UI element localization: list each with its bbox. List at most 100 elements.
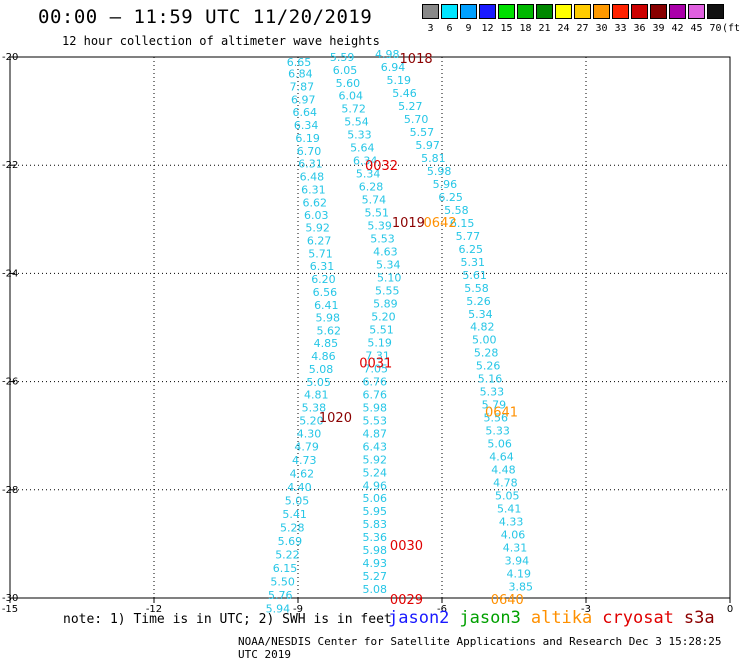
wave-height-point: 4.62 xyxy=(290,467,315,480)
wave-height-point: 4.98 xyxy=(375,48,400,61)
wave-height-point: 5.41 xyxy=(282,508,307,521)
wave-height-point: 6.76 xyxy=(363,375,388,388)
wave-height-point: 6.19 xyxy=(295,132,320,145)
wave-height-point: 4.73 xyxy=(292,454,317,467)
wave-height-point: 5.34 xyxy=(376,259,401,272)
legend-item-jason3: jason3 xyxy=(459,608,521,628)
scale-swatch-21 xyxy=(536,4,553,19)
wave-height-point: 6.65 xyxy=(287,56,312,69)
legend-item-cryosat: cryosat xyxy=(602,608,674,628)
y-tick-label: -30 xyxy=(2,593,18,604)
wave-height-point: 5.34 xyxy=(468,308,493,321)
wave-height-point: 5.26 xyxy=(476,360,501,373)
y-tick-label: -22 xyxy=(2,160,18,171)
scale-label-45: 45 xyxy=(690,23,703,34)
wave-height-point: 5.92 xyxy=(363,453,388,466)
wave-height-point: 5.38 xyxy=(302,401,327,414)
pass-time-label: 1019 xyxy=(392,216,425,231)
wave-height-point: 4.64 xyxy=(489,451,514,464)
wave-height-point: 4.06 xyxy=(501,528,526,541)
wave-height-point: 5.22 xyxy=(275,549,300,562)
scale-label-9: 9 xyxy=(465,23,472,34)
wave-height-point: 5.16 xyxy=(478,373,503,386)
wave-height-point: 4.63 xyxy=(373,246,398,259)
wave-height-point: 6.31 xyxy=(310,260,335,273)
scale-label-39: 39 xyxy=(652,23,665,34)
wave-height-point: 5.19 xyxy=(367,336,392,349)
pass-time-label: 0031 xyxy=(359,357,392,372)
wave-height-point: 6.25 xyxy=(438,191,463,204)
wave-height-point: 4.30 xyxy=(297,427,322,440)
wave-height-point: 4.33 xyxy=(499,516,524,529)
x-tick-label: -6 xyxy=(437,604,447,615)
wave-height-point: 5.59 xyxy=(330,51,355,64)
wave-height-point: 5.06 xyxy=(363,492,388,505)
satellite-legend: jason2 jason3 altika cryosat s3a xyxy=(388,608,725,628)
wave-height-point: 6.28 xyxy=(359,181,384,194)
wave-height-point: 5.39 xyxy=(367,220,392,233)
wave-height-point: 6.43 xyxy=(363,440,388,453)
wave-height-point: 5.06 xyxy=(487,438,512,451)
scale-label-6: 6 xyxy=(446,23,453,34)
wave-height-point: 6.70 xyxy=(297,145,322,158)
footnote: note: 1) Time is in UTC; 2) SWH is in fe… xyxy=(63,612,392,627)
pass-time-label: 0032 xyxy=(365,159,398,174)
wave-height-point: 5.34 xyxy=(356,168,381,181)
wave-height-point: 5.28 xyxy=(280,521,305,534)
wave-height-point: 5.70 xyxy=(404,113,429,126)
wave-height-point: 6.62 xyxy=(303,196,328,209)
wave-height-point: 5.60 xyxy=(336,77,361,90)
wave-height-point: 4.87 xyxy=(363,427,388,440)
pass-time-label: 0030 xyxy=(390,539,423,554)
scale-swatch-30 xyxy=(593,4,610,19)
wave-height-point: 5.98 xyxy=(316,312,341,325)
wave-height-point: 5.33 xyxy=(347,129,372,142)
wave-height-point: 5.53 xyxy=(363,414,388,427)
wave-height-point: 5.55 xyxy=(375,284,400,297)
wave-height-point: 3.85 xyxy=(508,580,533,593)
y-tick-label: -24 xyxy=(2,268,18,279)
scale-swatch-45 xyxy=(688,4,705,19)
wave-height-point: 5.89 xyxy=(373,297,398,310)
scale-label-21: 21 xyxy=(538,23,551,34)
wave-height-point: 5.96 xyxy=(433,178,458,191)
wave-height-point: 6.15 xyxy=(450,217,475,230)
pass-time-label: 0640 xyxy=(491,593,524,608)
credit-line: NOAA/NESDIS Center for Satellite Applica… xyxy=(238,635,722,661)
wave-height-point: 5.83 xyxy=(363,518,388,531)
wave-height-point: 5.92 xyxy=(305,222,330,235)
wave-height-point: 6.64 xyxy=(292,106,317,119)
wave-height-point: 5.31 xyxy=(460,256,485,269)
wave-height-point: 4.79 xyxy=(294,440,319,453)
wave-height-point: 5.46 xyxy=(392,87,417,100)
scale-swatch-12 xyxy=(479,4,496,19)
wave-height-point: 6.31 xyxy=(301,183,326,196)
wave-height-point: 7.31 xyxy=(365,349,390,362)
scale-label-3: 3 xyxy=(427,23,434,34)
wave-height-point: 6.20 xyxy=(311,273,336,286)
scale-label-18: 18 xyxy=(519,23,532,34)
wave-height-point: 5.95 xyxy=(363,505,388,518)
wave-height-point: 5.26 xyxy=(466,295,491,308)
wave-height-point: 7.87 xyxy=(290,81,315,94)
scale-label-33: 33 xyxy=(614,23,627,34)
wave-height-point: 5.94 xyxy=(266,603,291,616)
wave-height-point: 3.94 xyxy=(505,554,530,567)
x-tick-label: -12 xyxy=(146,604,162,615)
wave-height-point: 6.34 xyxy=(353,155,378,168)
wave-height-point: 5.58 xyxy=(464,282,489,295)
wave-height-point: 5.33 xyxy=(485,425,510,438)
scale-label-42: 42 xyxy=(671,23,684,34)
wave-height-point: 6.34 xyxy=(294,119,319,132)
wave-height-point: 4.86 xyxy=(311,350,336,363)
wave-height-point: 5.19 xyxy=(387,74,412,87)
scale-swatch-3 xyxy=(422,4,439,19)
wave-height-point: 5.76 xyxy=(268,589,293,602)
wave-height-point: 4.81 xyxy=(304,388,329,401)
scale-swatch-39 xyxy=(650,4,667,19)
scale-swatch-15 xyxy=(498,4,515,19)
wave-height-point: 5.56 xyxy=(484,412,509,425)
wave-height-point: 4.48 xyxy=(491,464,516,477)
wave-height-point: 4.31 xyxy=(503,541,528,554)
